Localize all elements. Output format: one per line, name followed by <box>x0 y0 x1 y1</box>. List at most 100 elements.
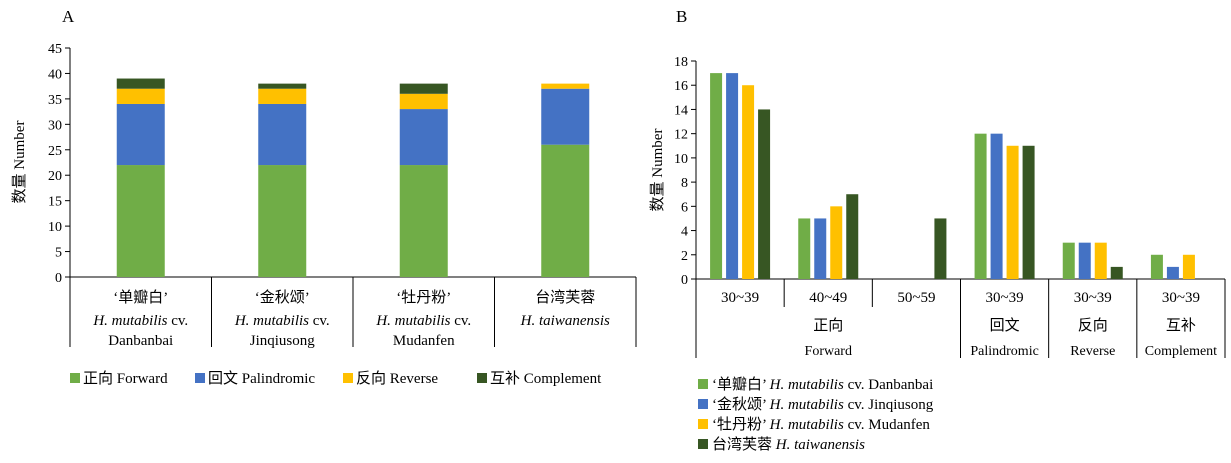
bar-segment <box>258 103 307 166</box>
category-cultivar: Danbanbai <box>108 333 173 349</box>
bar-segment <box>258 83 307 89</box>
legend-label: ‘牡丹粉’ H. mutabilis cv. Mudanfen <box>712 416 930 433</box>
bar-segment <box>399 83 448 94</box>
category-label: 30~39 <box>721 290 759 306</box>
category-cultivar: Mudanfen <box>393 333 455 349</box>
y-tick-label: 40 <box>48 67 62 82</box>
legend-swatch <box>477 373 487 383</box>
y-tick-label: 25 <box>48 144 62 159</box>
bar <box>1078 242 1091 279</box>
y-tick-label: 2 <box>681 249 688 264</box>
y-tick-label: 35 <box>48 93 62 108</box>
y-tick-label: 16 <box>674 79 688 94</box>
legend-swatch <box>70 373 80 383</box>
legend-label: 正向 Forward <box>83 370 168 387</box>
legend-swatch <box>698 419 708 429</box>
bar <box>830 206 843 279</box>
bar-segment <box>399 109 448 166</box>
bar-segment <box>541 88 590 145</box>
y-tick-label: 0 <box>55 271 62 286</box>
y-tick-label: 5 <box>55 246 62 261</box>
y-tick-label: 45 <box>48 42 62 57</box>
bar <box>1166 266 1179 279</box>
y-tick-label: 12 <box>674 128 688 143</box>
category-label: 40~49 <box>809 290 847 306</box>
category-label: 30~39 <box>986 290 1024 306</box>
category-species: H. mutabilis cv. <box>234 313 330 329</box>
bar <box>1094 242 1107 279</box>
y-tick-label: 0 <box>681 273 688 288</box>
group-label-en: Forward <box>805 344 852 359</box>
panel-letter-b: B <box>676 7 687 26</box>
category-label: ‘金秋颂’ <box>255 289 310 306</box>
bar <box>1062 242 1075 279</box>
y-tick-label: 30 <box>48 118 62 133</box>
group-label-en: Complement <box>1145 344 1217 359</box>
group-label-cn: 互补 <box>1166 317 1196 334</box>
y-tick-label: 14 <box>674 103 688 118</box>
y-tick-label: 8 <box>681 176 688 191</box>
bar <box>742 85 755 279</box>
category-cultivar: Jinqiusong <box>250 333 316 349</box>
category-label: ‘牡丹粉’ <box>396 289 451 306</box>
panel-a: A 0 5 10 15 20 25 30 35 40 45 数量 Number ‘单瓣白’ H. muta… <box>11 7 637 387</box>
bar-segment <box>116 103 165 166</box>
bar-segment <box>116 88 165 104</box>
bar <box>798 218 811 279</box>
bar <box>726 73 739 279</box>
panel-b: B 0 2 4 6 8 10 12 14 16 18 数量 Number 30~39 40~49 50~59… <box>649 7 1226 453</box>
panel-letter-a: A <box>62 7 75 26</box>
bar <box>814 218 827 279</box>
category-label: ‘单瓣白’ <box>113 289 168 306</box>
bar <box>1022 145 1035 279</box>
y-tick-label: 15 <box>48 195 62 210</box>
legend-swatch <box>343 373 353 383</box>
group-label-cn: 回文 <box>990 317 1020 334</box>
bar <box>710 73 723 279</box>
bar-segment <box>399 93 448 110</box>
bar-segment <box>541 83 590 89</box>
category-species: H. taiwanensis <box>520 313 610 329</box>
bar <box>1150 254 1163 279</box>
bar-segment <box>116 165 165 277</box>
group-label-cn: 正向 <box>813 317 843 334</box>
group-label-en: Palindromic <box>970 344 1038 359</box>
category-label: 30~39 <box>1074 290 1112 306</box>
category-label: 台湾芙蓉 <box>535 289 595 306</box>
bar-segment <box>258 88 307 104</box>
category-species: H. mutabilis cv. <box>375 313 471 329</box>
category-species: H. mutabilis cv. <box>92 313 188 329</box>
y-axis-label: 数量 Number <box>11 121 28 204</box>
bar-segment <box>541 144 590 277</box>
group-label-cn: 反向 <box>1078 317 1108 334</box>
y-tick-label: 18 <box>674 55 688 70</box>
y-tick-label: 4 <box>681 225 688 240</box>
y-tick-label: 10 <box>48 220 62 235</box>
legend-swatch <box>698 439 708 449</box>
bar <box>974 133 987 279</box>
bar-segment <box>116 78 165 89</box>
y-tick-label: 10 <box>674 152 688 167</box>
category-label: 50~59 <box>897 290 935 306</box>
y-tick-label: 6 <box>681 200 688 215</box>
bar <box>846 194 859 279</box>
bar <box>990 133 1003 279</box>
group-label-en: Reverse <box>1070 344 1115 359</box>
legend-label: 回文 Palindromic <box>208 370 315 387</box>
bar <box>1110 266 1123 279</box>
legend-label: ‘单瓣白’ H. mutabilis cv. Danbanbai <box>712 376 933 393</box>
category-label: 30~39 <box>1162 290 1200 306</box>
bar-segment <box>399 165 448 277</box>
legend-label: 台湾芙蓉 H. taiwanensis <box>712 436 865 453</box>
legend-label: ‘金秋颂’ H. mutabilis cv. Jinqiusong <box>712 396 934 413</box>
bar <box>758 109 771 279</box>
legend-label: 互补 Complement <box>490 370 602 387</box>
bar <box>1006 145 1019 279</box>
bar <box>934 218 947 279</box>
bar-segment <box>258 165 307 277</box>
legend-label: 反向 Reverse <box>356 370 438 387</box>
y-axis-label: 数量 Number <box>649 129 666 212</box>
bar <box>1182 254 1195 279</box>
y-tick-label: 20 <box>48 169 62 184</box>
